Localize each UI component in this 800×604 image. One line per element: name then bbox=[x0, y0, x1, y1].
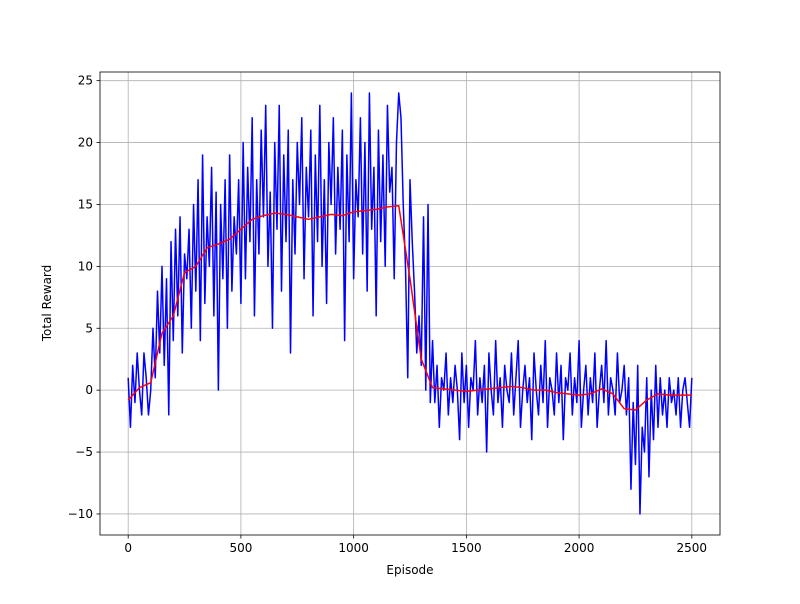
x-tick-label: 1500 bbox=[451, 541, 482, 555]
x-tick-label: 2000 bbox=[564, 541, 595, 555]
x-tick-label: 500 bbox=[229, 541, 252, 555]
y-tick-label: 5 bbox=[85, 321, 93, 335]
y-tick-label: 0 bbox=[85, 383, 93, 397]
x-tick-label: 2500 bbox=[677, 541, 708, 555]
y-tick-label: 20 bbox=[78, 136, 93, 150]
plot-frame bbox=[99, 71, 721, 536]
x-axis-label: Episode bbox=[386, 563, 433, 577]
series-line bbox=[127, 92, 693, 515]
y-tick-label: 10 bbox=[78, 259, 93, 273]
x-tick-label: 0 bbox=[124, 541, 132, 555]
y-axis-label: Total Reward bbox=[40, 265, 54, 343]
x-tick-label: 1000 bbox=[338, 541, 369, 555]
y-tick-label: 25 bbox=[78, 74, 93, 88]
y-tick-label: 15 bbox=[78, 197, 93, 211]
y-tick-label: −10 bbox=[68, 507, 93, 521]
series-line bbox=[127, 204, 692, 411]
y-tick-label: −5 bbox=[75, 445, 93, 459]
